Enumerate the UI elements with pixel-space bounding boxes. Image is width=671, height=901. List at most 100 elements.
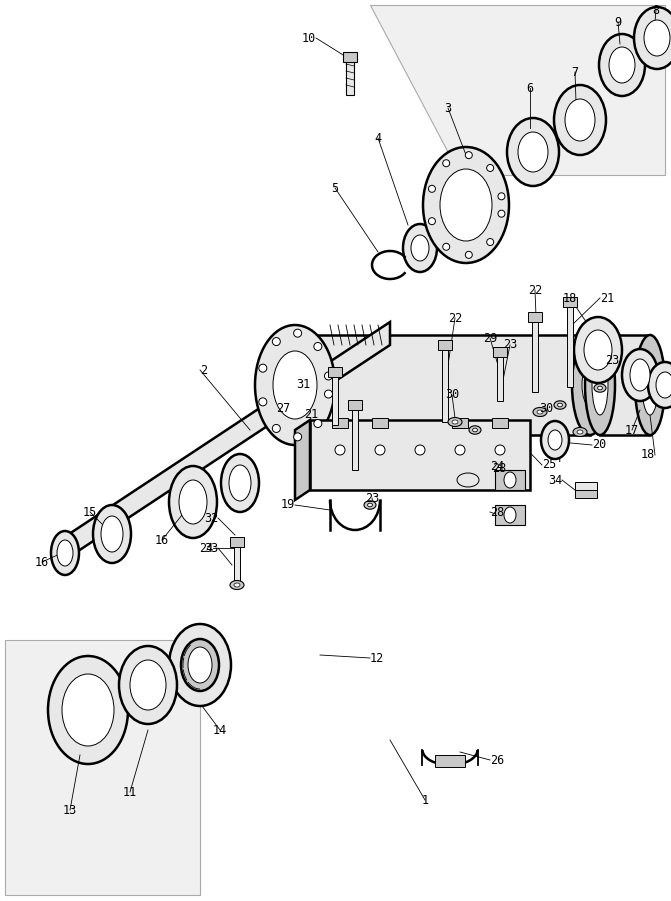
Ellipse shape — [504, 507, 516, 523]
Ellipse shape — [630, 359, 650, 391]
Bar — [234, 547, 240, 582]
Ellipse shape — [635, 335, 665, 435]
Circle shape — [486, 239, 494, 246]
Ellipse shape — [582, 364, 598, 406]
Ellipse shape — [533, 407, 547, 416]
Text: 28: 28 — [490, 505, 504, 518]
Text: 33: 33 — [204, 542, 218, 554]
Ellipse shape — [622, 349, 658, 401]
Bar — [495, 505, 525, 525]
Text: 26: 26 — [490, 753, 504, 767]
Text: 24: 24 — [199, 542, 213, 554]
Ellipse shape — [541, 421, 569, 459]
Text: 22: 22 — [448, 312, 462, 324]
Circle shape — [314, 420, 322, 427]
Bar — [332, 418, 348, 428]
Bar — [332, 377, 338, 425]
Ellipse shape — [554, 401, 566, 409]
Circle shape — [314, 342, 322, 350]
Polygon shape — [295, 335, 590, 435]
Ellipse shape — [554, 85, 606, 155]
Ellipse shape — [609, 47, 635, 83]
Text: 5: 5 — [331, 181, 339, 195]
Ellipse shape — [452, 420, 458, 424]
Bar — [372, 418, 388, 428]
Bar — [352, 410, 358, 470]
Text: 16: 16 — [35, 556, 49, 569]
Ellipse shape — [558, 404, 562, 406]
Circle shape — [498, 193, 505, 200]
Bar — [328, 367, 342, 377]
Bar — [492, 418, 508, 428]
Text: 8: 8 — [652, 4, 660, 16]
Ellipse shape — [57, 540, 73, 566]
Circle shape — [429, 218, 435, 224]
Circle shape — [294, 329, 302, 337]
Circle shape — [259, 398, 267, 405]
Text: 17: 17 — [625, 423, 639, 436]
Ellipse shape — [273, 351, 317, 419]
Text: 18: 18 — [641, 449, 655, 461]
Text: 1: 1 — [421, 794, 429, 806]
Text: 2: 2 — [200, 363, 207, 377]
Ellipse shape — [565, 99, 595, 141]
Text: 4: 4 — [374, 132, 382, 144]
Circle shape — [325, 372, 333, 380]
Ellipse shape — [234, 583, 240, 587]
Ellipse shape — [51, 531, 79, 575]
Bar — [575, 482, 597, 490]
Polygon shape — [60, 322, 390, 563]
Circle shape — [325, 390, 333, 398]
Bar — [575, 488, 597, 498]
Ellipse shape — [594, 384, 606, 392]
Ellipse shape — [286, 358, 304, 412]
Text: 29: 29 — [483, 332, 497, 344]
Text: 24: 24 — [490, 460, 504, 472]
Text: 3: 3 — [444, 102, 452, 114]
Circle shape — [335, 445, 345, 455]
Ellipse shape — [255, 325, 335, 445]
Ellipse shape — [504, 472, 516, 488]
Text: 6: 6 — [527, 81, 533, 95]
Bar — [435, 755, 465, 767]
Ellipse shape — [592, 355, 608, 415]
Bar — [532, 322, 538, 392]
Ellipse shape — [648, 362, 671, 408]
Polygon shape — [600, 335, 650, 435]
Ellipse shape — [448, 417, 462, 426]
Ellipse shape — [599, 34, 645, 96]
Text: 30: 30 — [539, 402, 553, 414]
Ellipse shape — [634, 7, 671, 69]
Ellipse shape — [584, 330, 612, 370]
Ellipse shape — [573, 427, 587, 436]
Text: 23: 23 — [365, 492, 379, 505]
Ellipse shape — [368, 503, 372, 506]
Text: 21: 21 — [600, 292, 614, 305]
Ellipse shape — [644, 20, 670, 56]
Bar — [346, 60, 354, 95]
Ellipse shape — [518, 132, 548, 172]
Circle shape — [498, 210, 505, 217]
Text: 28: 28 — [492, 461, 506, 475]
Bar — [495, 470, 525, 490]
Text: 12: 12 — [370, 651, 384, 665]
Ellipse shape — [472, 428, 477, 432]
Circle shape — [443, 159, 450, 167]
Bar — [452, 418, 468, 428]
Text: 13: 13 — [63, 804, 77, 816]
Bar — [528, 312, 542, 322]
Text: 16: 16 — [155, 533, 169, 547]
Ellipse shape — [548, 430, 562, 450]
Ellipse shape — [585, 335, 615, 435]
Circle shape — [259, 364, 267, 372]
Polygon shape — [310, 420, 530, 490]
Ellipse shape — [119, 646, 177, 724]
Ellipse shape — [642, 355, 658, 415]
Text: 7: 7 — [572, 66, 578, 78]
Text: 31: 31 — [296, 378, 310, 392]
Ellipse shape — [440, 169, 492, 241]
Ellipse shape — [229, 465, 251, 501]
Text: 34: 34 — [548, 474, 562, 487]
Circle shape — [455, 445, 465, 455]
Ellipse shape — [101, 516, 123, 552]
